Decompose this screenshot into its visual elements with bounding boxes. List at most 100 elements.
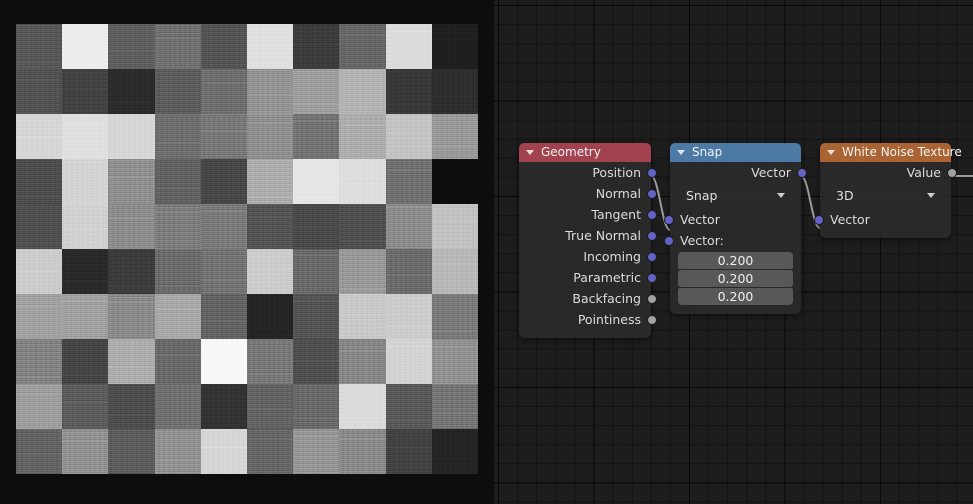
chevron-down-icon[interactable] (777, 193, 785, 198)
socket-row-white-noise-vector-in[interactable]: Vector (814, 209, 951, 230)
preview-cell-noise (293, 204, 340, 249)
socket-row-snap-increment[interactable]: Vector: (664, 230, 801, 251)
socket-output-value-icon[interactable] (947, 167, 957, 178)
preview-cell (200, 159, 247, 204)
socket-output-vector-icon[interactable] (797, 167, 807, 178)
preview-cell-noise (247, 24, 294, 69)
preview-cell (431, 339, 478, 384)
socket-input-increment-icon[interactable] (664, 235, 674, 246)
preview-cell (293, 249, 340, 294)
socket-row-true-normal[interactable]: True Normal (519, 225, 657, 246)
preview-cell (62, 24, 109, 69)
socket-output-position-icon[interactable] (647, 167, 657, 178)
preview-cell (62, 204, 109, 249)
preview-cell (154, 24, 201, 69)
preview-cell (293, 294, 340, 339)
preview-cell-noise (62, 159, 109, 204)
socket-input-vector-icon[interactable] (814, 214, 824, 225)
socket-output-incoming-icon[interactable] (647, 251, 657, 262)
preview-cell-noise (154, 204, 201, 249)
socket-output-pointiness-icon[interactable] (647, 314, 657, 325)
preview-cell-noise (16, 249, 63, 294)
node-geometry-title: Geometry (541, 145, 601, 159)
socket-row-incoming[interactable]: Incoming (519, 246, 657, 267)
socket-output-tangent-icon[interactable] (647, 209, 657, 220)
node-geometry-header[interactable]: Geometry (519, 143, 651, 162)
chevron-down-icon[interactable] (677, 150, 685, 155)
preview-cell-noise (16, 159, 63, 204)
preview-cell (385, 339, 432, 384)
preview-cell (339, 339, 386, 384)
socket-output-normal-icon[interactable] (647, 188, 657, 199)
socket-row-parametric[interactable]: Parametric (519, 267, 657, 288)
preview-cell (154, 429, 201, 474)
preview-cell-noise (431, 159, 478, 204)
socket-row-backfacing[interactable]: Backfacing (519, 288, 657, 309)
preview-cell (293, 114, 340, 159)
node-white-noise-title: White Noise Texture (842, 145, 962, 159)
socket-row-pointiness[interactable]: Pointiness (519, 309, 657, 330)
preview-cell-noise (108, 249, 155, 294)
node-snap[interactable]: Snap Vector Snap Vector Vector: (664, 143, 807, 314)
preview-cell (16, 114, 63, 159)
preview-cell (431, 204, 478, 249)
socket-row-position[interactable]: Position (519, 162, 657, 183)
node-snap-header[interactable]: Snap (670, 143, 801, 162)
increment-y-field[interactable]: 0.200 (678, 270, 793, 287)
preview-cell-noise (339, 429, 386, 474)
preview-cell (200, 384, 247, 429)
preview-cell (339, 114, 386, 159)
socket-row-tangent[interactable]: Tangent (519, 204, 657, 225)
socket-output-parametric-icon[interactable] (647, 272, 657, 283)
node-white-noise-header[interactable]: White Noise Texture (820, 143, 962, 162)
preview-cell-noise (385, 204, 432, 249)
preview-cell (200, 24, 247, 69)
preview-cell (339, 429, 386, 474)
socket-row-snap-vector-out[interactable]: Vector (670, 162, 807, 183)
shader-node-editor[interactable]: Geometry Position Normal Tangent True N (494, 0, 973, 504)
operation-dropdown[interactable]: Snap (678, 186, 793, 205)
preview-cell-noise (154, 384, 201, 429)
preview-cell (339, 249, 386, 294)
preview-cell (247, 294, 294, 339)
chevron-down-icon[interactable] (927, 193, 935, 198)
chevron-down-icon[interactable] (827, 150, 835, 155)
preview-cell-noise (247, 294, 294, 339)
preview-cell (293, 339, 340, 384)
socket-row-normal[interactable]: Normal (519, 183, 657, 204)
preview-cell (62, 249, 109, 294)
preview-cell (247, 114, 294, 159)
preview-cell-noise (431, 384, 478, 429)
node-white-noise-texture[interactable]: White Noise Texture Value 3D Vector (814, 143, 962, 238)
preview-cell (16, 429, 63, 474)
preview-cell (154, 339, 201, 384)
dimensions-dropdown[interactable]: 3D (828, 186, 943, 205)
increment-z-field[interactable]: 0.200 (678, 288, 793, 305)
preview-cell-noise (431, 204, 478, 249)
preview-cell (293, 429, 340, 474)
image-preview-editor[interactable] (0, 0, 494, 504)
chevron-down-icon[interactable] (526, 150, 534, 155)
preview-cell (293, 24, 340, 69)
preview-cell (154, 384, 201, 429)
socket-row-value-out[interactable]: Value (820, 162, 957, 183)
preview-cell-noise (293, 159, 340, 204)
preview-cell (16, 294, 63, 339)
socket-output-true-normal-icon[interactable] (647, 230, 657, 241)
node-geometry[interactable]: Geometry Position Normal Tangent True N (519, 143, 657, 338)
preview-cell-noise (293, 384, 340, 429)
dimensions-dropdown-value: 3D (836, 188, 854, 203)
socket-row-snap-vector-in[interactable]: Vector (664, 209, 801, 230)
preview-cell-noise (339, 114, 386, 159)
preview-cell-noise (200, 24, 247, 69)
preview-cell-noise (293, 429, 340, 474)
socket-input-vector-icon[interactable] (664, 214, 674, 225)
socket-output-backfacing-icon[interactable] (647, 293, 657, 304)
preview-cell (62, 159, 109, 204)
preview-cell (431, 114, 478, 159)
increment-x-field[interactable]: 0.200 (678, 252, 793, 269)
preview-cell (385, 69, 432, 114)
preview-cell-noise (247, 249, 294, 294)
preview-cell-noise (108, 339, 155, 384)
preview-cell-noise (431, 114, 478, 159)
